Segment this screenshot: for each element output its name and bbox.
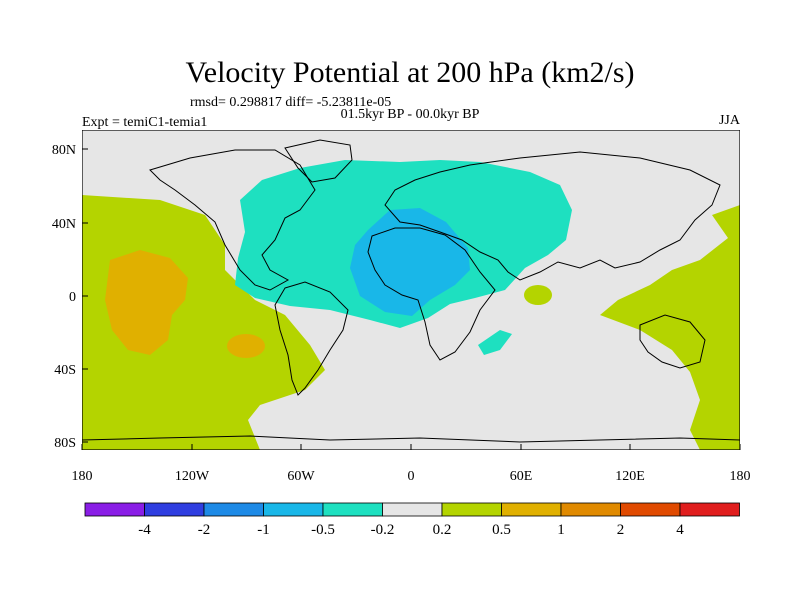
negative-core-africa (350, 208, 470, 316)
colorbar-swatch (203, 502, 264, 517)
colorbar-label: 2 (617, 522, 625, 538)
colorbar-label: -1 (257, 522, 270, 538)
colorbar-swatch (144, 502, 205, 517)
stats-label: rmsd= 0.298817 diff= -5.23811e-05 (190, 95, 391, 110)
colorbar-label: -4 (138, 522, 151, 538)
season-label: JJA (719, 113, 741, 128)
figure-title: Velocity Potential at 200 hPa (km2/s) (185, 56, 634, 89)
colorbar: -4 -2 -1 -0.5 -0.2 0.2 0.5 1 2 4 (84, 502, 740, 538)
colorbar-swatch (441, 502, 502, 517)
colorbar-label: 0.5 (492, 522, 511, 538)
lon-tick-label: 180 (730, 469, 751, 484)
lon-tick-label: 60W (287, 469, 315, 484)
coast-greenland (284, 139, 353, 183)
coast-eurasia (384, 151, 721, 281)
coast-south-america (274, 281, 349, 396)
coast-north-america (149, 149, 316, 291)
coast-australia (639, 314, 706, 369)
coast-antarctica (82, 435, 740, 443)
positive-core-pacific (105, 250, 188, 355)
lat-tick-label: 80S (54, 436, 76, 451)
map-panel (82, 130, 740, 450)
colorbar-label: 0.2 (433, 522, 452, 538)
colorbar-swatch (560, 502, 621, 517)
negative-region-madagascar (478, 330, 512, 355)
colorbar-label: -0.2 (371, 522, 395, 538)
longitude-axis: 180 120W 60W 0 60E 120E 180 (72, 444, 751, 484)
colorbar-swatch (501, 502, 562, 517)
lat-tick-label: 40N (52, 217, 76, 232)
coastlines (82, 139, 740, 443)
positive-core-small (227, 334, 265, 358)
lon-tick-label: 180 (72, 469, 93, 484)
positive-region-pacific-east (600, 205, 740, 450)
colorbar-swatch (263, 502, 324, 517)
period-label: 01.5kyr BP - 00.0kyr BP (341, 107, 480, 122)
coast-africa (367, 227, 496, 361)
experiment-label: Expt = temiC1-temia1 (82, 115, 207, 130)
colorbar-swatch (679, 502, 740, 517)
colorbar-swatch (84, 502, 145, 517)
lat-tick-label: 80N (52, 143, 76, 158)
colorbar-swatch (620, 502, 681, 517)
lon-tick-label: 60E (510, 469, 533, 484)
latitude-axis: 80N 40N 0 40S 80S (52, 143, 88, 451)
colorbar-label: 1 (557, 522, 565, 538)
lon-tick-label: 120W (175, 469, 210, 484)
colorbar-label: -2 (198, 522, 211, 538)
lat-tick-label: 40S (54, 363, 76, 378)
colorbar-swatch (322, 502, 383, 517)
colorbar-swatch (382, 502, 443, 517)
colorbar-label: 4 (676, 522, 684, 538)
lat-tick-label: 0 (69, 290, 76, 305)
positive-region-arabian (524, 285, 552, 305)
lon-tick-label: 120E (615, 469, 645, 484)
colorbar-label: -0.5 (311, 522, 335, 538)
lon-tick-label: 0 (408, 469, 415, 484)
